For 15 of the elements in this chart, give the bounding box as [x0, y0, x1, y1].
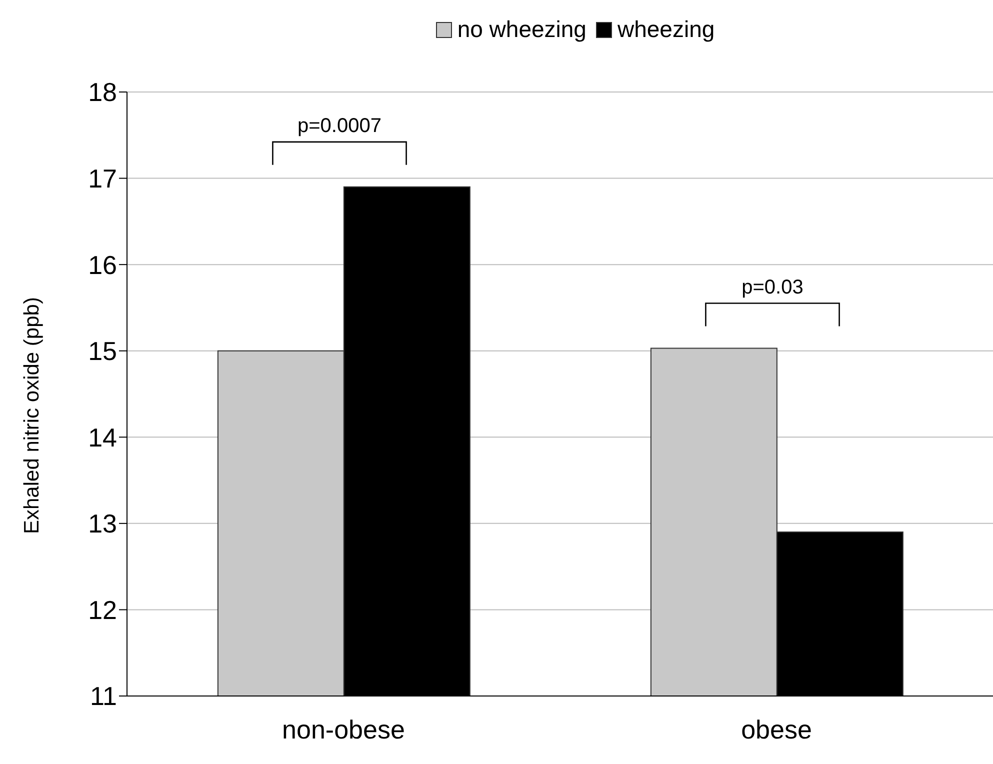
y-axis-title: Exhaled nitric oxide (ppb) [20, 297, 44, 534]
x-tick-label: obese [741, 714, 812, 744]
y-tick-label: 13 [88, 508, 117, 539]
y-tick-label: 18 [88, 77, 117, 108]
annotation: p=0.03 [742, 276, 804, 298]
y-tick-label: 11 [90, 681, 117, 712]
annotation: p=0.0007 [298, 114, 382, 137]
y-tick-label: 12 [88, 594, 117, 625]
legend-label: no wheezing [457, 16, 586, 43]
x-tick-label: non-obese [282, 714, 405, 744]
y-tick-label: 17 [88, 164, 117, 194]
y-tick-label: 15 [88, 336, 117, 366]
legend-label: wheezing [617, 16, 715, 43]
y-tick-label: 14 [88, 422, 117, 452]
y-tick-label: 16 [88, 250, 117, 280]
